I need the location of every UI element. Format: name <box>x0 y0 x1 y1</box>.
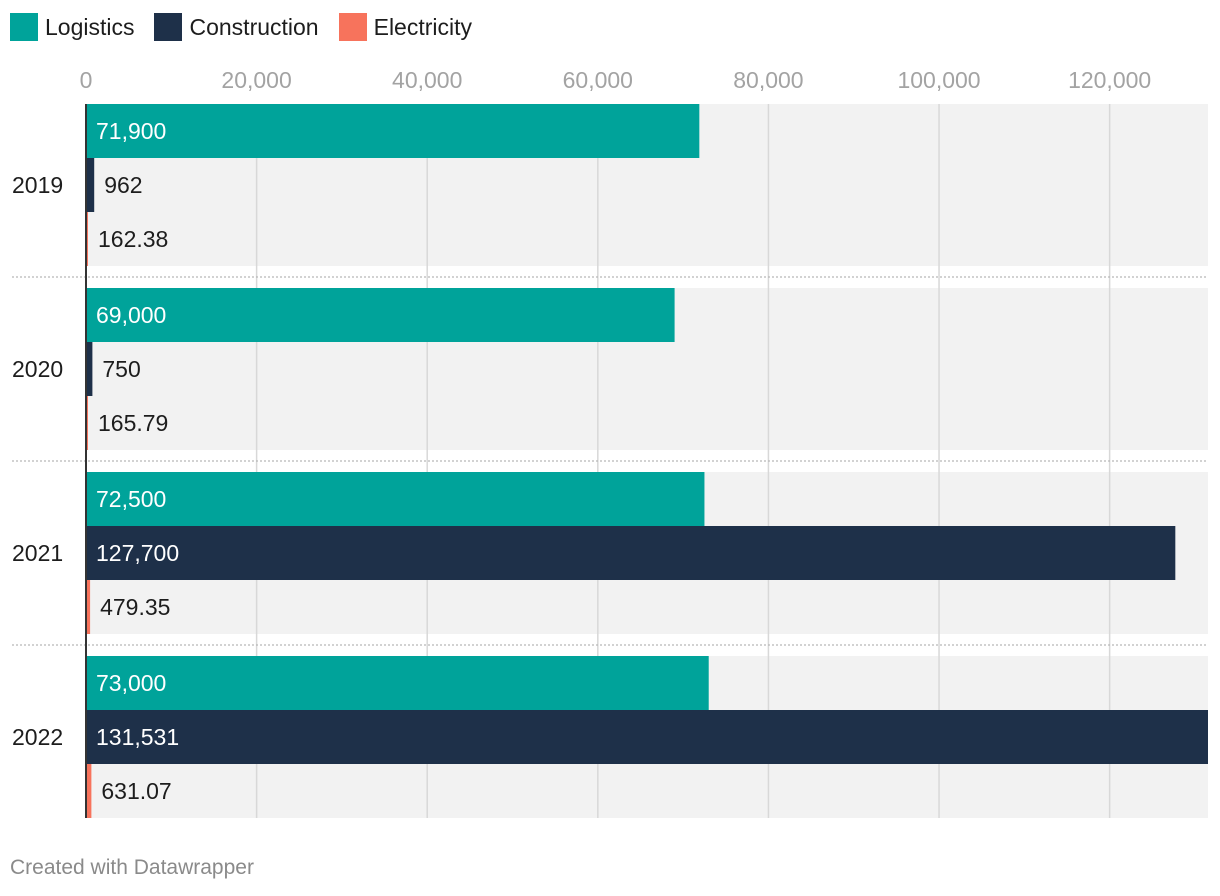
category-label-2021: 2021 <box>12 540 63 566</box>
legend-item-logistics: Logistics <box>10 13 134 41</box>
bar-construction-2022 <box>86 710 1208 764</box>
value-label-logistics-2019: 71,900 <box>96 118 166 144</box>
bar-construction-2021 <box>86 526 1176 580</box>
bar-construction-2020 <box>86 342 93 396</box>
x-tick-label: 40,000 <box>392 67 462 93</box>
category-label-2019: 2019 <box>12 172 63 198</box>
legend-item-electricity: Electricity <box>338 13 473 41</box>
value-label-electricity-2019: 162.38 <box>98 226 168 252</box>
value-label-logistics-2022: 73,000 <box>96 670 166 696</box>
value-label-construction-2019: 962 <box>104 172 142 198</box>
bar-electricity-2022 <box>86 764 92 818</box>
value-label-electricity-2020: 165.79 <box>98 410 168 436</box>
chart-legend: Logistics Construction Electricity <box>10 12 492 42</box>
category-label-2020: 2020 <box>12 356 63 382</box>
category-label-2022: 2022 <box>12 724 63 750</box>
legend-label-electricity: Electricity <box>373 13 473 40</box>
legend-swatch-logistics <box>10 13 38 41</box>
value-label-construction-2022: 131,531 <box>96 724 179 750</box>
value-label-construction-2021: 127,700 <box>96 540 179 566</box>
x-tick-label: 120,000 <box>1068 67 1151 93</box>
value-label-logistics-2020: 69,000 <box>96 302 166 328</box>
footer-credit: Created with Datawrapper <box>10 856 254 879</box>
legend-swatch-construction <box>154 13 183 41</box>
x-tick-label: 80,000 <box>733 67 803 93</box>
value-label-logistics-2021: 72,500 <box>96 486 166 512</box>
bar-logistics-2021 <box>86 472 705 526</box>
legend-swatch-electricity <box>338 13 367 41</box>
value-label-construction-2020: 750 <box>102 356 140 382</box>
legend-label-construction: Construction <box>189 13 319 40</box>
bar-chart: 0 20,000 40,000 60,000 80,000 100,000 120,000 2… <box>12 67 1208 818</box>
legend-item-construction: Construction <box>154 13 319 41</box>
bar-logistics-2019 <box>86 104 700 158</box>
x-tick-label: 20,000 <box>221 67 291 93</box>
bar-construction-2019 <box>86 158 95 212</box>
legend-label-logistics: Logistics <box>45 13 135 40</box>
x-tick-label: 60,000 <box>563 67 633 93</box>
bar-logistics-2020 <box>86 288 675 342</box>
x-tick-label: 0 <box>80 67 93 93</box>
x-tick-label: 100,000 <box>897 67 980 93</box>
bar-logistics-2022 <box>86 656 709 710</box>
value-label-electricity-2021: 479.35 <box>100 594 170 620</box>
value-label-electricity-2022: 631.07 <box>101 778 171 804</box>
bar-electricity-2021 <box>86 580 91 634</box>
